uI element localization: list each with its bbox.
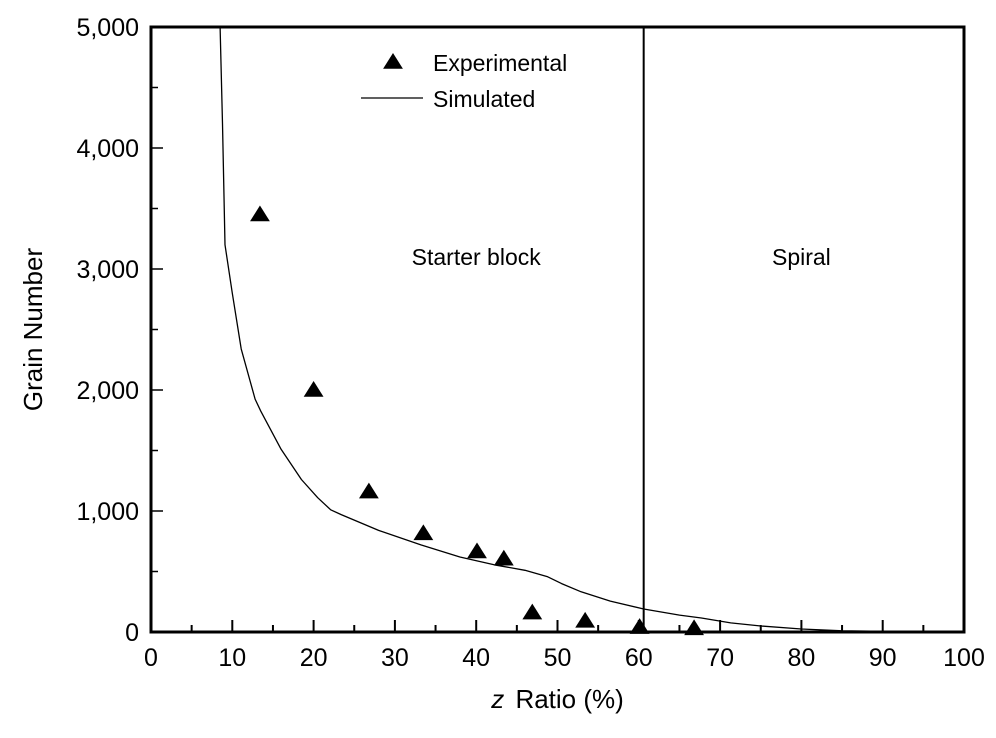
x-tick-label: 30 xyxy=(381,644,409,672)
y-tick-label: 0 xyxy=(125,619,139,647)
experimental-point xyxy=(250,205,270,222)
x-tick-label: 100 xyxy=(943,644,985,672)
x-tick-label: 10 xyxy=(218,644,246,672)
x-tick-label: 90 xyxy=(869,644,897,672)
x-axis-title: z Ratio (%) xyxy=(490,684,624,714)
experimental-point xyxy=(467,542,487,559)
y-tick-label: 3,000 xyxy=(76,256,139,284)
x-tick-label: 0 xyxy=(144,644,158,672)
y-tick-label: 4,000 xyxy=(76,135,139,163)
legend: Experimental Simulated xyxy=(361,50,567,112)
experimental-point xyxy=(522,603,543,620)
y-tick-label: 5,000 xyxy=(76,14,139,42)
y-axis-title: Grain Number xyxy=(18,248,48,412)
experimental-point xyxy=(303,381,324,397)
y-tick-labels: 0 1,000 2,000 3,000 4,000 5,000 xyxy=(76,14,139,647)
x-tick-label: 20 xyxy=(300,644,328,672)
x-tick-label: 50 xyxy=(544,644,572,672)
x-axis-title-text: Ratio (%) xyxy=(515,684,623,714)
plot-frame xyxy=(149,25,966,634)
experimental-series xyxy=(250,205,704,636)
experimental-point xyxy=(629,618,650,634)
major-ticks xyxy=(150,26,965,633)
y-tick-label: 1,000 xyxy=(76,498,139,526)
simulated-line xyxy=(219,26,891,633)
legend-label-simulated: Simulated xyxy=(433,86,535,112)
annotations: Starter block Spiral xyxy=(412,244,831,270)
x-tick-label: 40 xyxy=(462,644,490,672)
x-axis-title-variable: z xyxy=(490,684,504,714)
legend-label-experimental: Experimental xyxy=(433,50,567,76)
experimental-point xyxy=(358,482,379,499)
x-tick-label: 80 xyxy=(787,644,815,672)
experimental-point xyxy=(413,524,434,541)
minor-ticks xyxy=(151,86,925,632)
x-tick-label: 60 xyxy=(625,644,653,672)
x-tick-labels: 0 10 20 30 40 50 60 70 80 90 100 xyxy=(144,644,985,672)
legend-marker-triangle xyxy=(383,53,403,69)
annotation-spiral: Spiral xyxy=(772,244,831,270)
simulated-series xyxy=(219,26,891,633)
y-tick-label: 2,000 xyxy=(76,377,139,405)
x-tick-label: 70 xyxy=(706,644,734,672)
experimental-point xyxy=(575,611,596,628)
experimental-point xyxy=(493,549,514,566)
annotation-starter-block: Starter block xyxy=(412,244,542,270)
